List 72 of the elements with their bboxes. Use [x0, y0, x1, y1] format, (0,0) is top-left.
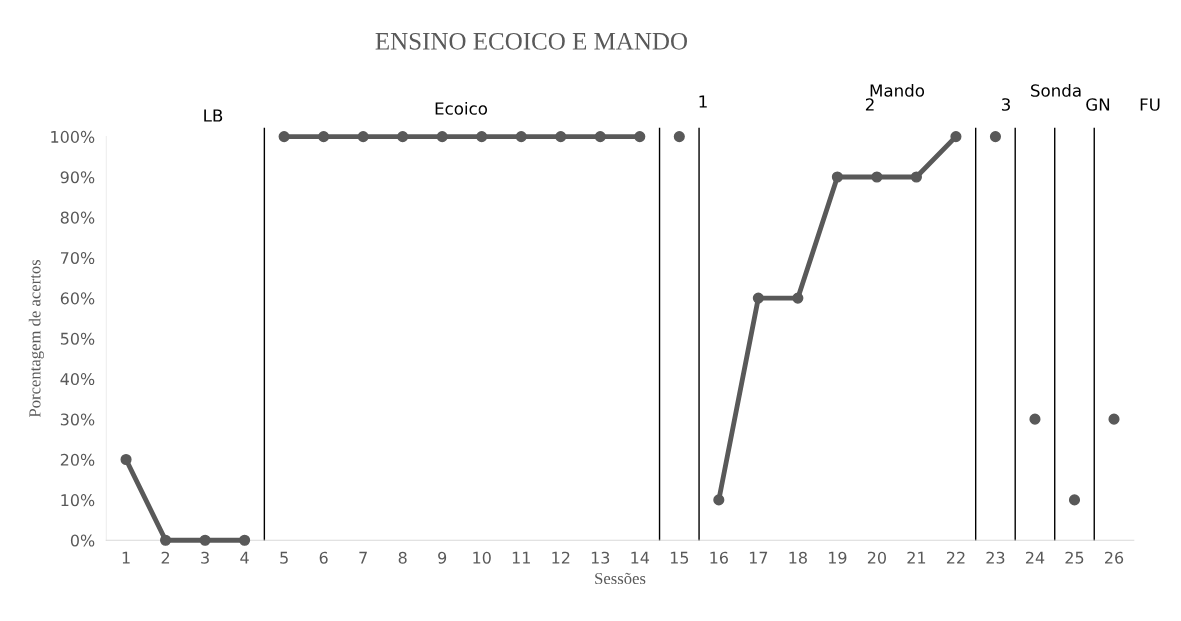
y-tick-label: 100%: [51, 130, 95, 143]
x-tick-label: 17: [749, 551, 768, 564]
point: [397, 131, 409, 143]
point: [831, 171, 843, 183]
point: [871, 171, 883, 183]
text: 2: [865, 98, 874, 111]
x-tick-label: 8: [398, 551, 407, 564]
x-tick-label: 22: [946, 551, 965, 564]
text: GN: [1086, 98, 1110, 111]
x-axis-title: Sessões: [595, 572, 646, 585]
y-tick-label: 0%: [70, 534, 95, 547]
x-tick-label: 18: [789, 551, 807, 564]
x-tick-label: 9: [438, 551, 447, 564]
y-tick-label: 50%: [60, 332, 95, 345]
x-tick-label: 20: [867, 551, 886, 564]
text: Sonda: [1031, 83, 1081, 97]
text: LB: [204, 109, 223, 122]
x-tick-label: 5: [280, 551, 288, 564]
y-tick-label: 60%: [60, 292, 95, 305]
y-tick-label: 30%: [60, 413, 95, 426]
point: [792, 292, 804, 304]
point: [278, 131, 290, 143]
y-tick-label: 10%: [61, 494, 95, 507]
y-tick-label: 90%: [60, 171, 95, 184]
text: Ecoico: [435, 101, 488, 115]
x-tick-label: 13: [591, 551, 610, 564]
point: [160, 534, 172, 546]
point: [436, 131, 448, 143]
point: [120, 453, 132, 466]
point: [950, 131, 962, 143]
y-tick-label: 80%: [60, 211, 95, 224]
point: [752, 292, 764, 304]
point: [239, 534, 251, 546]
text: 3: [1001, 98, 1010, 111]
y-axis-title: Porcentagem de acertos: [28, 259, 44, 418]
text: FU: [1140, 98, 1160, 111]
x-tick-label: 12: [552, 551, 570, 564]
y-tick-label: 70%: [60, 251, 95, 265]
point: [318, 131, 330, 143]
x-tick-label: 4: [240, 551, 249, 564]
x-tick-label: 14: [631, 551, 650, 564]
point: [910, 171, 922, 183]
text: Mando: [870, 83, 925, 97]
point: [555, 131, 567, 143]
x-tick-label: 1: [122, 551, 130, 564]
x-tick-label: 19: [828, 551, 847, 564]
chart-title: ENSINO ECOICO E MANDO: [375, 32, 688, 50]
point: [989, 131, 1002, 143]
point: [1068, 494, 1081, 506]
point: [713, 494, 725, 506]
y-tick-label: 20%: [60, 453, 95, 466]
x-tick-label: 6: [319, 551, 328, 564]
point: [199, 534, 211, 546]
point: [634, 131, 646, 143]
point: [476, 131, 488, 143]
x-tick-label: 15: [670, 551, 689, 564]
x-tick-label: 3: [201, 551, 209, 564]
point: [594, 131, 606, 143]
x-tick-label: 2: [161, 551, 170, 564]
y-tick-label: 40%: [60, 373, 95, 386]
x-tick-label: 7: [359, 551, 367, 564]
x-tick-label: 26: [1105, 551, 1124, 564]
x-tick-label: 21: [907, 551, 926, 564]
point: [515, 131, 527, 143]
x-tick-label: 11: [512, 551, 530, 564]
x-tick-label: 10: [473, 551, 491, 564]
x-tick-label: 24: [1025, 551, 1045, 564]
x-tick-label: 25: [1065, 551, 1084, 564]
x-tick-label: 23: [986, 551, 1005, 564]
x-tick-label: 16: [710, 551, 728, 564]
text: 1: [699, 95, 707, 108]
point: [357, 131, 369, 143]
